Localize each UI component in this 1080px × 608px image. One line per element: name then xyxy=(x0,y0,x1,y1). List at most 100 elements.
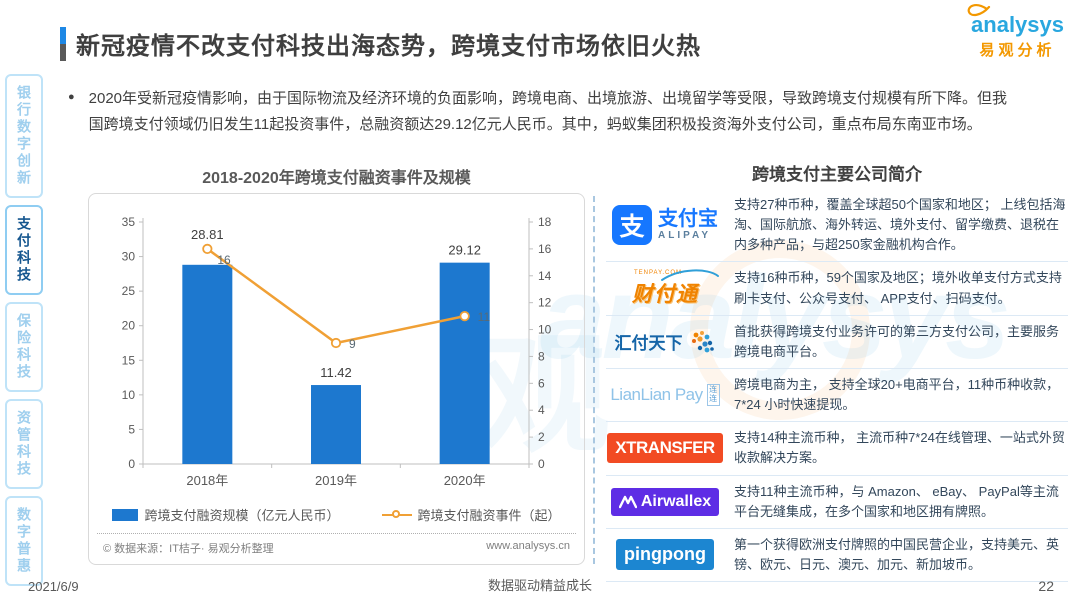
footer-slogan: 数据驱动精益成长 xyxy=(487,578,592,593)
svg-text:9: 9 xyxy=(349,337,356,351)
pingpong-name: pingpong xyxy=(616,539,714,571)
svg-text:5: 5 xyxy=(128,422,135,436)
svg-text:18: 18 xyxy=(538,215,552,229)
alipay-logo: 支 支付宝 ALIPAY xyxy=(606,205,724,246)
svg-text:4: 4 xyxy=(538,403,545,417)
bullet-marker: ● xyxy=(68,91,75,103)
company-row-alipay: 支 支付宝 ALIPAY 支持27种币种，覆盖全球超50个国家和地区； 上线包括… xyxy=(606,189,1068,263)
companies-panel: 跨境支付主要公司简介 支 支付宝 ALIPAY 支持27种币种，覆盖全球超50个… xyxy=(606,160,1068,583)
summary-text: 2020年受新冠疫情影响，由于国际物流及经济环境的负面影响，跨境电商、出境旅游、… xyxy=(88,90,1008,134)
sidebar-item-asset-mgmt-tech[interactable]: 资管科技 xyxy=(5,399,43,489)
sidebar-item-label: 保险科技 xyxy=(16,313,32,381)
company-row-pingpong: pingpong 第一个获得欧洲支付牌照的中国民营企业，支持美元、英镑、欧元、日… xyxy=(606,529,1068,583)
line-swatch xyxy=(381,509,412,521)
lianlian-badge: 连连 xyxy=(706,384,720,406)
company-desc: 支持11种主流币种，与 Amazon、 eBay、 PayPal等主流平台无缝集… xyxy=(734,483,1059,519)
alipay-name-cn: 支付宝 xyxy=(658,208,718,231)
sidebar-item-insurance-tech[interactable]: 保险科技 xyxy=(5,302,43,392)
svg-text:14: 14 xyxy=(538,269,552,283)
tenpay-name: 财付通 xyxy=(632,282,698,306)
analysys-logo: analysys 易观分析 xyxy=(967,4,1064,60)
sidebar-item-payment-tech[interactable]: 支付科技 xyxy=(5,205,43,295)
logo-swirl-icon xyxy=(967,4,991,17)
svg-text:10: 10 xyxy=(122,388,136,402)
chapter-sidebar: 银行数字创新 支付科技 保险科技 资管科技 数字普惠 xyxy=(5,74,43,586)
sidebar-item-label: 银行数字创新 xyxy=(16,85,32,187)
footer-date: 2021/6/9 xyxy=(28,579,79,594)
company-desc: 第一个获得欧洲支付牌照的中国民营企业，支持美元、英镑、欧元、日元、澳元、加元、新… xyxy=(734,536,1060,572)
chart-panel: 2018-2020年跨境支付融资事件及规模 0 5 10 15 20 25 30 35 0 2 4 6… xyxy=(88,164,585,565)
chart-box: 0 5 10 15 20 25 30 35 0 2 4 6 8 10 12 14 16 18 2018年 2019年 2… xyxy=(88,193,585,565)
analysys-logo-cn: 易观分析 xyxy=(979,42,1056,59)
source-url[interactable]: www.analysys.cn xyxy=(486,540,570,552)
chart-title: 2018-2020年跨境支付融资事件及规模 xyxy=(202,170,471,187)
airwallex-logo: Airwallex xyxy=(606,487,724,516)
legend-item-bar: 跨境支付融资规模（亿元人民币） xyxy=(112,505,340,524)
bar-swatch xyxy=(112,508,139,521)
legend-label-line: 跨境支付融资事件（起） xyxy=(417,508,561,523)
svg-text:30: 30 xyxy=(122,250,136,264)
tenpay-logo: TENPAY.COM 财付通 xyxy=(606,269,724,308)
page-number: 22 xyxy=(1038,578,1054,594)
combo-chart: 0 5 10 15 20 25 30 35 0 2 4 6 8 10 12 14 16 18 2018年 2019年 2… xyxy=(122,215,552,488)
svg-text:12: 12 xyxy=(538,296,552,310)
xtransfer-logo: XTRANSFER xyxy=(606,433,724,464)
huifu-logo: 汇付天下 xyxy=(606,328,724,356)
sidebar-item-label: 支付科技 xyxy=(16,216,32,284)
svg-text:0: 0 xyxy=(128,457,135,471)
company-desc: 跨境电商为主， 支持全球20+电商平台，11种币种收款，7*24 小时快速提现。 xyxy=(734,376,1060,413)
summary-bullet: ● 2020年受新冠疫情影响，由于国际物流及经济环境的负面影响，跨境电商、出境旅… xyxy=(68,86,1020,139)
page-title: 新冠疫情不改支付科技出海态势，跨境支付市场依旧火热 xyxy=(76,33,701,60)
svg-text:11: 11 xyxy=(478,310,491,324)
lianlian-logo: LianLian Pay 连连 xyxy=(606,384,724,406)
svg-text:20: 20 xyxy=(122,319,136,333)
company-row-airwallex: Airwallex 支持11种主流币种，与 Amazon、 eBay、 PayP… xyxy=(606,476,1068,529)
alipay-name-en: ALIPAY xyxy=(658,230,712,242)
alipay-icon: 支 xyxy=(612,205,652,246)
sidebar-item-label: 数字普惠 xyxy=(16,507,32,575)
company-row-tenpay: TENPAY.COM 财付通 支持16种币种，59个国家及地区；境外收单支付方式… xyxy=(606,262,1068,316)
analysys-logo-en: analysys xyxy=(967,4,1064,38)
company-desc: 支持27种币种，覆盖全球超50个国家和地区； 上线包括海淘、国际航旅、海外转运、… xyxy=(734,197,1066,253)
svg-text:11.42: 11.42 xyxy=(320,365,352,380)
svg-text:0: 0 xyxy=(538,457,545,471)
lianlian-name: LianLian Pay xyxy=(610,385,703,405)
sidebar-item-bank-digital[interactable]: 银行数字创新 xyxy=(5,74,43,198)
company-desc: 支持16种币种，59个国家及地区；境外收单支付方式支持刷卡支付、公众号支付、 A… xyxy=(734,270,1062,306)
chart-source-row: © 数据来源：IT桔子· 易观分析整理 www.analysys.cn xyxy=(97,533,576,558)
svg-text:2020年: 2020年 xyxy=(444,473,486,488)
tenpay-swoosh-icon xyxy=(661,269,719,281)
svg-text:8: 8 xyxy=(538,349,545,363)
slide-header: 新冠疫情不改支付科技出海态势，跨境支付市场依旧火热 xyxy=(60,26,701,61)
svg-text:2018年: 2018年 xyxy=(186,473,228,488)
company-row-lianlian: LianLian Pay 连连 跨境电商为主， 支持全球20+电商平台，11种币… xyxy=(606,369,1068,423)
svg-text:15: 15 xyxy=(122,353,136,367)
svg-text:16: 16 xyxy=(538,242,552,256)
sidebar-item-label: 资管科技 xyxy=(16,410,32,478)
svg-text:28.81: 28.81 xyxy=(191,227,224,242)
svg-text:6: 6 xyxy=(538,376,545,390)
svg-text:25: 25 xyxy=(122,284,136,298)
companies-header: 跨境支付主要公司简介 xyxy=(752,165,922,184)
sidebar-item-digital-inclusion[interactable]: 数字普惠 xyxy=(5,496,43,586)
svg-text:16: 16 xyxy=(217,253,231,267)
svg-text:10: 10 xyxy=(538,323,552,337)
airwallex-icon xyxy=(618,495,637,508)
chart-legend: 跨境支付融资规模（亿元人民币） 跨境支付融资事件（起） xyxy=(97,505,576,524)
huifu-pinwheel-icon xyxy=(691,330,714,353)
company-row-huifu: 汇付天下 首批获得跨境支付业务许可的第三方支付公司，主要服务跨境电商平台。 xyxy=(606,316,1068,369)
title-accent-bar xyxy=(60,26,66,61)
svg-text:35: 35 xyxy=(122,215,136,229)
pingpong-logo: pingpong xyxy=(606,539,724,571)
company-desc: 支持14种主流币种， 主流币种7*24在线管理、一站式外贸收款解决方案。 xyxy=(734,430,1065,466)
xtransfer-name: XTRANSFER xyxy=(607,433,723,464)
svg-text:2: 2 xyxy=(538,430,545,444)
tenpay-sub: TENPAY.COM xyxy=(634,269,683,276)
data-source: © 数据来源：IT桔子· 易观分析整理 xyxy=(103,543,274,555)
huifu-name: 汇付天下 xyxy=(614,334,683,354)
svg-text:29.12: 29.12 xyxy=(448,243,481,258)
company-row-xtransfer: XTRANSFER 支持14种主流币种， 主流币种7*24在线管理、一站式外贸收… xyxy=(606,422,1068,476)
company-desc: 首批获得跨境支付业务许可的第三方支付公司，主要服务跨境电商平台。 xyxy=(734,323,1060,359)
vertical-divider xyxy=(593,196,595,564)
legend-label-bar: 跨境支付融资规模（亿元人民币） xyxy=(144,508,340,523)
